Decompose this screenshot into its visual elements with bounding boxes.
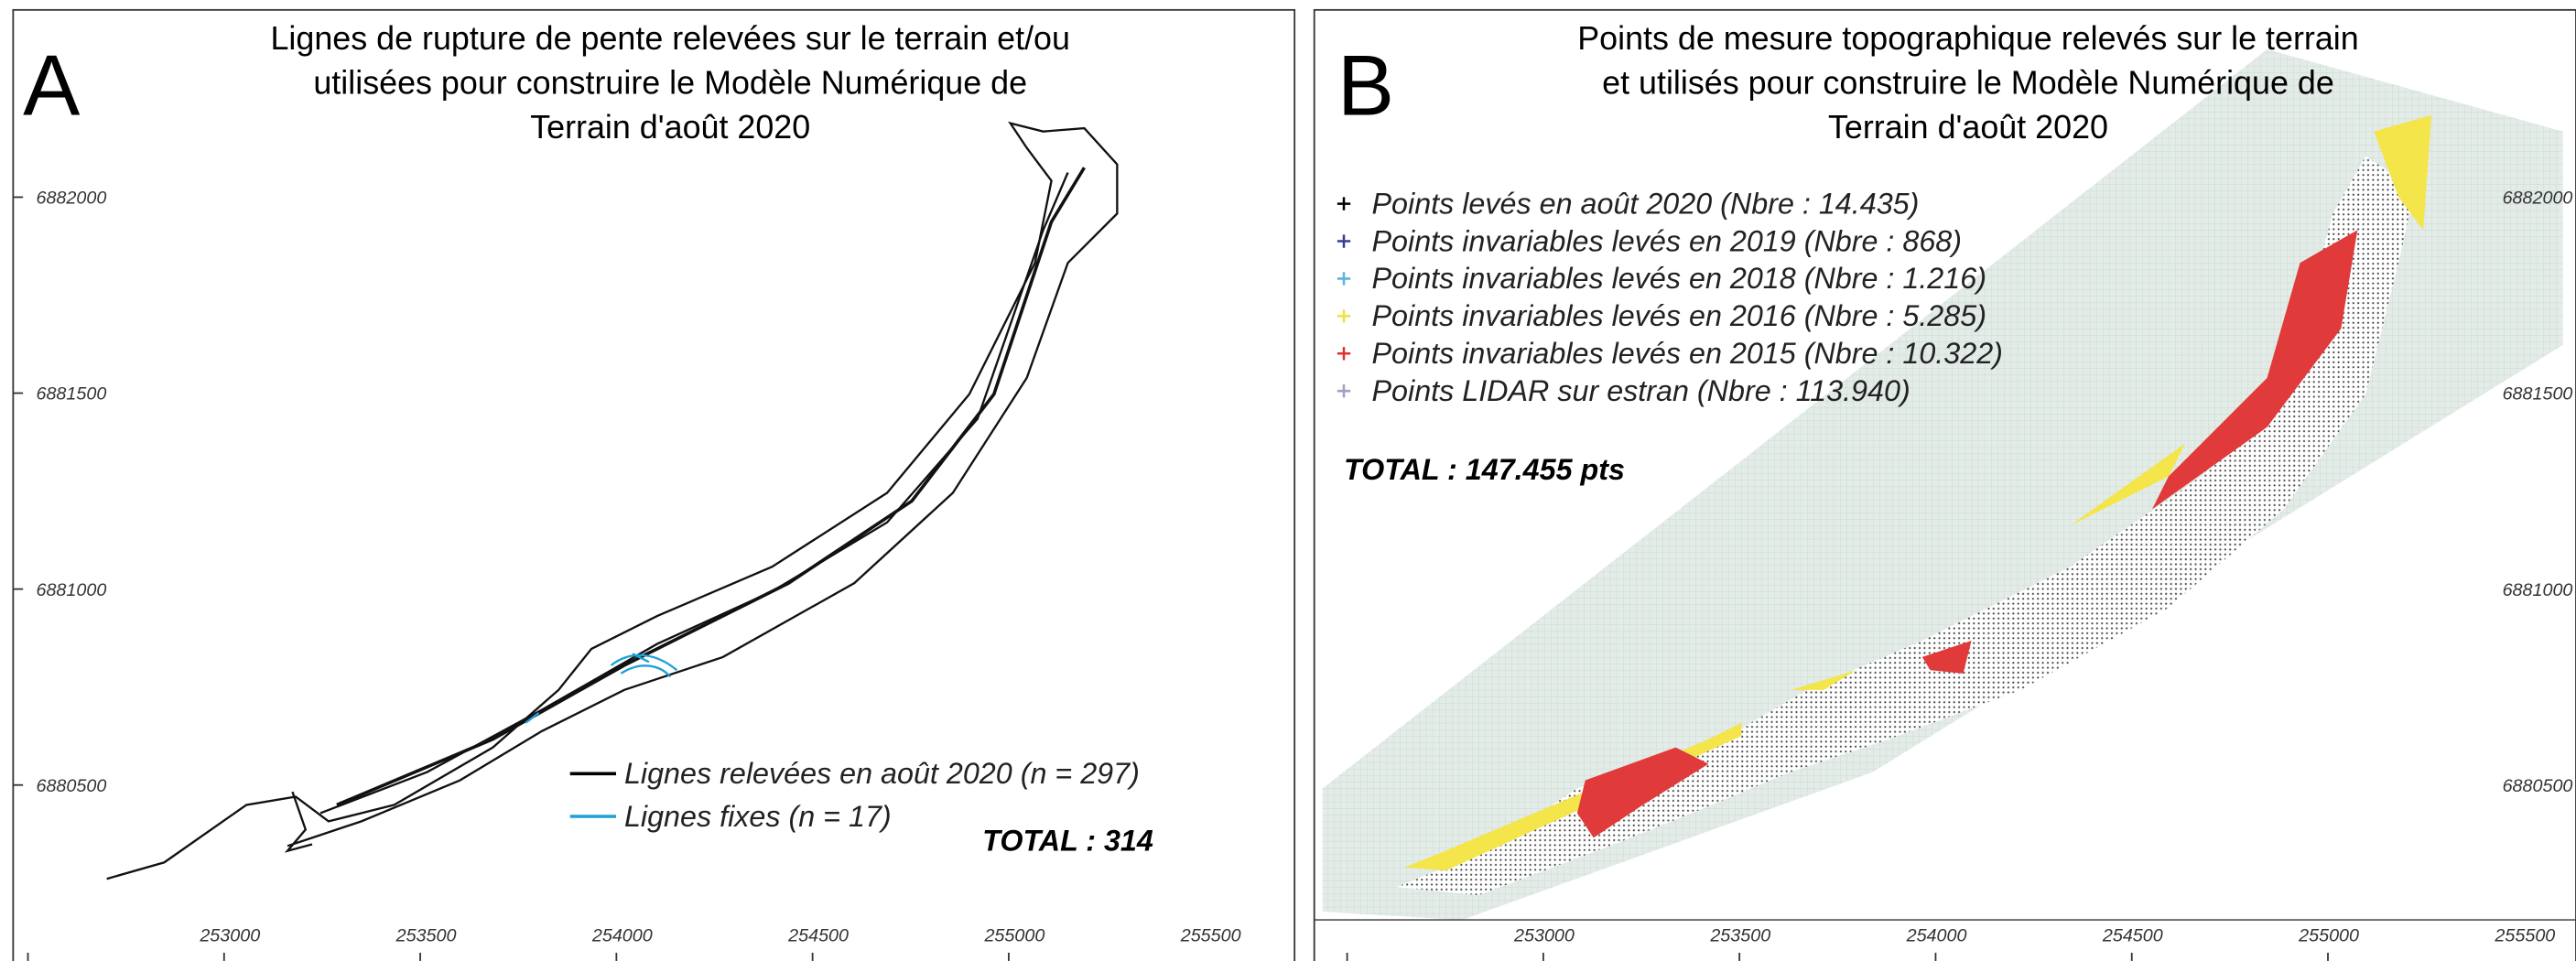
panel-title: et utilisés pour construire le Modèle Nu… — [1602, 64, 2334, 101]
panel-a — [12, 8, 1296, 961]
coastline — [106, 121, 1119, 880]
panel-title: Terrain d'août 2020 — [1828, 109, 2108, 146]
panel-title: utilisées pour construire le Modèle Numé… — [313, 64, 1027, 101]
x-tick-label: 253000 — [199, 925, 260, 945]
x-tick-label: 254500 — [787, 925, 849, 945]
y-tick-label: 6881500 — [2503, 384, 2573, 405]
y-tick-label: 6881000 — [36, 580, 106, 600]
panel-b — [1313, 8, 2576, 961]
y-tick-label: 6880500 — [2503, 776, 2573, 796]
y-tick-label: 6882000 — [2503, 189, 2573, 209]
legend-label: Points invariables levés en 2018 (Nbre :… — [1372, 262, 1986, 295]
legend-label: Points invariables levés en 2015 (Nbre :… — [1372, 337, 2003, 370]
legend-swatch — [1337, 309, 1351, 323]
x-tick-label: 255500 — [1180, 925, 1241, 945]
x-tick-label: 254000 — [1906, 925, 1967, 945]
y-tick-label: 6882000 — [36, 189, 106, 209]
y-tick-label: 6880500 — [36, 776, 106, 796]
total: TOTAL : 147.455 pts — [1344, 453, 1625, 486]
legend-label: Points invariables levés en 2016 (Nbre :… — [1372, 299, 1986, 332]
panel-title: Points de mesure topographique relevés s… — [1577, 20, 2359, 57]
legend-label: Points LIDAR sur estran (Nbre : 113.940) — [1372, 374, 1910, 407]
legend-label: Points invariables levés en 2019 (Nbre :… — [1372, 224, 1963, 257]
x-tick-label: 253500 — [395, 925, 457, 945]
legend-label: Lignes fixes (n = 17) — [624, 800, 892, 833]
x-tick-label: 255500 — [2494, 925, 2555, 945]
lidar-area — [1322, 49, 2563, 921]
legend-swatch — [1337, 384, 1351, 398]
labels: A Lignes de rupture de pente relevées sur… — [13, 20, 2572, 961]
panel-letter: A — [23, 38, 81, 134]
points-2015 — [1576, 230, 2358, 838]
panel-letter: B — [1337, 38, 1394, 134]
panel-frame — [12, 8, 1296, 961]
x-tick-label: 255000 — [2298, 925, 2359, 945]
legend-swatch — [1337, 234, 1351, 248]
x-tick-label: 254500 — [2102, 925, 2163, 945]
panel-title: Terrain d'août 2020 — [530, 109, 810, 146]
x-tick-label: 253500 — [1709, 925, 1770, 945]
survey-strip — [1396, 156, 2416, 896]
fixed-lines — [525, 653, 678, 724]
legend-swatch — [1337, 197, 1351, 211]
x-tick-label: 255000 — [983, 925, 1044, 945]
total: TOTAL : 314 — [982, 825, 1153, 858]
legend-label: Points levés en août 2020 (Nbre : 14.435… — [1372, 187, 1920, 220]
legend-swatch — [1337, 347, 1351, 361]
panel-title: Lignes de rupture de pente relevées sur … — [270, 20, 1070, 57]
y-tick-label: 6881000 — [2503, 580, 2573, 600]
legend-swatch — [1337, 272, 1351, 286]
x-tick-label: 254000 — [591, 925, 653, 945]
x-tick-label: 253000 — [1513, 925, 1575, 945]
legend-label: Lignes relevées en août 2020 (n = 297) — [624, 757, 1140, 790]
y-tick-label: 6881500 — [36, 384, 106, 405]
